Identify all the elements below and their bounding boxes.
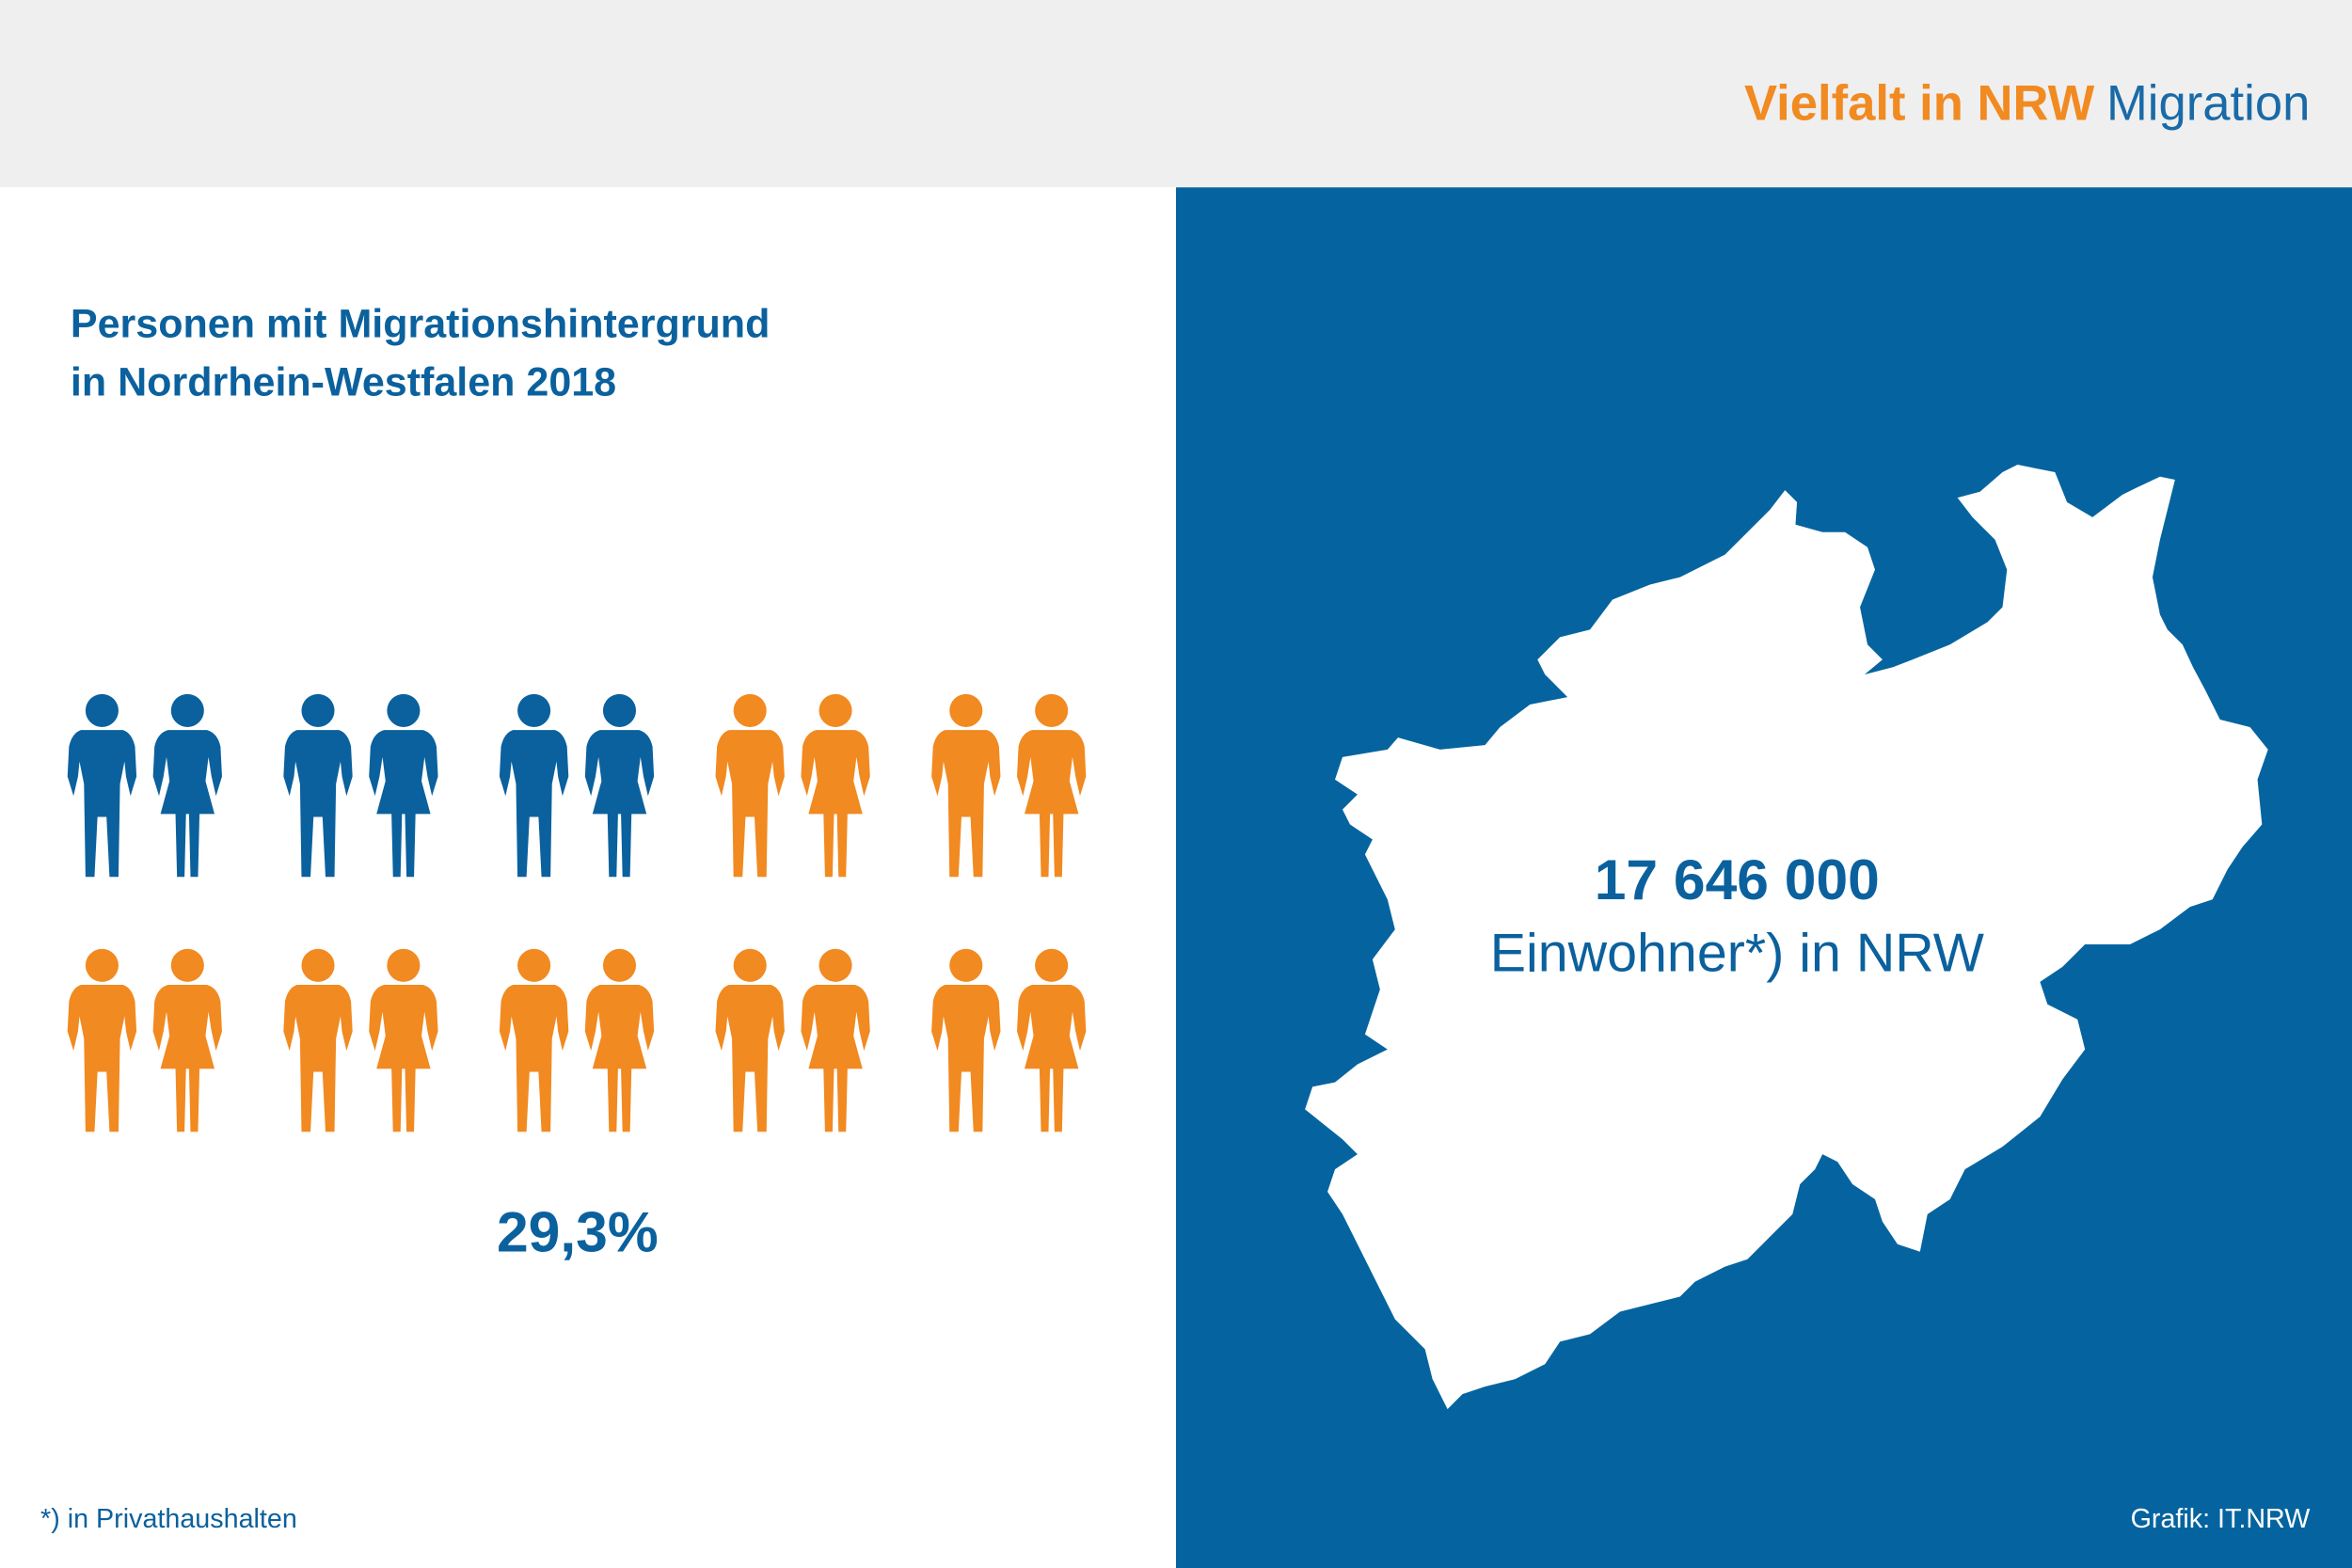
head <box>517 948 551 982</box>
body <box>584 730 655 878</box>
person-icon <box>584 948 655 1132</box>
head <box>602 948 637 982</box>
head <box>733 693 767 727</box>
head <box>301 948 335 982</box>
population-label: Einwohner*) in NRW <box>1490 924 1984 984</box>
body <box>584 985 655 1132</box>
person-icon <box>801 948 870 1132</box>
person-icon <box>499 948 569 1132</box>
body <box>152 730 222 878</box>
head <box>733 948 767 982</box>
credit: Grafik: IT.NRW <box>2131 1504 2311 1534</box>
person-icon <box>1016 948 1087 1132</box>
left-panel <box>0 187 1176 1568</box>
header-title: Vielfalt in NRW Migration <box>1744 76 2310 132</box>
person-icon <box>931 948 1001 1132</box>
person-icon <box>584 693 655 878</box>
person-icon <box>369 693 438 878</box>
footnote: *) in Privathaushalten <box>40 1504 297 1534</box>
head <box>170 948 204 982</box>
head <box>301 693 335 727</box>
person-icon <box>283 693 353 878</box>
person-icon <box>715 693 785 878</box>
head <box>818 693 852 727</box>
head <box>170 693 204 727</box>
title-highlight: Vielfalt in NRW <box>1744 76 2095 132</box>
head <box>949 693 983 727</box>
person-icon <box>67 693 137 878</box>
body <box>931 730 1001 878</box>
population-value: 17 646 000 <box>1595 847 1880 911</box>
heading: Personen mit Migrationshintergrund <box>71 302 770 347</box>
head <box>387 693 421 727</box>
body <box>152 985 222 1132</box>
nrw-map <box>1305 465 2268 1410</box>
body <box>369 985 438 1132</box>
person-icon <box>67 948 137 1132</box>
body <box>715 985 785 1132</box>
share-value: 29,3% <box>497 1200 659 1264</box>
head <box>85 948 119 982</box>
body <box>369 730 438 878</box>
body <box>1016 730 1087 878</box>
head <box>387 948 421 982</box>
person-icon <box>152 693 222 878</box>
person-icon <box>152 948 222 1132</box>
body <box>499 730 569 878</box>
head <box>85 693 119 727</box>
head <box>949 948 983 982</box>
header-bar <box>0 0 2352 188</box>
head <box>818 948 852 982</box>
body <box>931 985 1001 1132</box>
body <box>283 985 353 1132</box>
person-icon <box>283 948 353 1132</box>
person-icon <box>499 693 569 878</box>
head <box>1035 693 1069 727</box>
pictogram <box>67 693 1087 1132</box>
body <box>499 985 569 1132</box>
person-icon <box>715 948 785 1132</box>
body <box>67 730 137 878</box>
person-icon <box>801 693 870 878</box>
head <box>602 693 637 727</box>
head <box>1035 948 1069 982</box>
body <box>283 730 353 878</box>
heading: in Nordrhein-Westfalen 2018 <box>71 360 616 405</box>
body <box>715 730 785 878</box>
body <box>67 985 137 1132</box>
person-icon <box>1016 693 1087 878</box>
head <box>517 693 551 727</box>
title-rest: Migration <box>2106 76 2310 132</box>
body <box>801 985 870 1132</box>
person-icon <box>931 693 1001 878</box>
person-icon <box>369 948 438 1132</box>
body <box>801 730 870 878</box>
body <box>1016 985 1087 1132</box>
